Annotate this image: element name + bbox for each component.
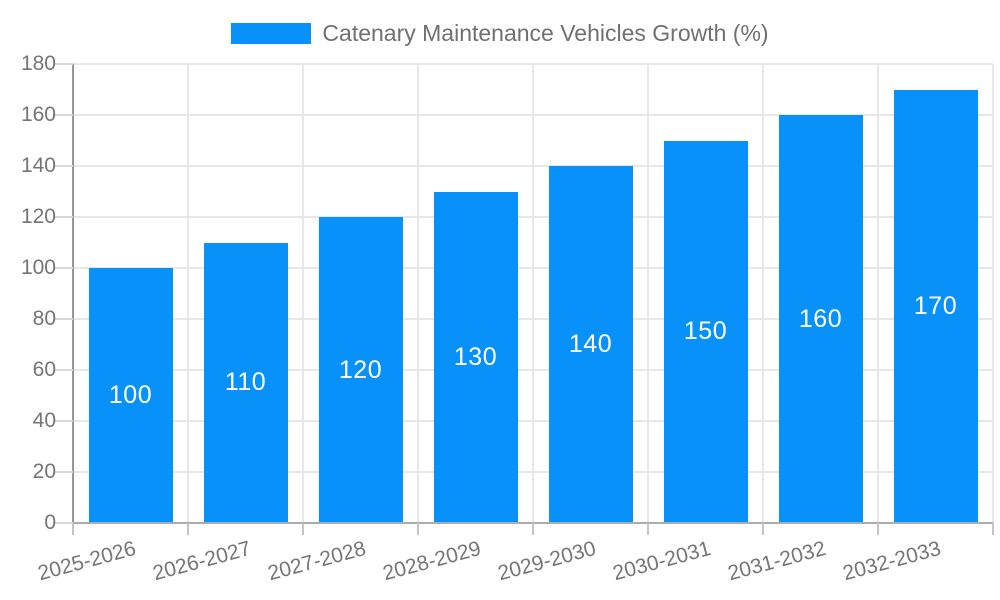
y-tick-mark [55, 369, 73, 371]
y-tick-mark [55, 522, 73, 524]
bar-2027-2028[interactable]: 120 [318, 217, 403, 523]
x-tick-mark [762, 523, 764, 535]
plot-area: 100 110 120 130 140 150 160 170 [73, 63, 994, 523]
x-tick-mark [992, 523, 994, 535]
gridline-vertical [187, 64, 189, 523]
x-tick-mark [532, 523, 534, 535]
gridline-vertical [762, 64, 764, 523]
x-tick-label: 2025-2026 [35, 537, 139, 586]
x-tick-mark [877, 523, 879, 535]
y-tick-mark [55, 165, 73, 167]
legend-label: Catenary Maintenance Vehicles Growth (%) [322, 19, 769, 46]
y-tick-label: 80 [32, 307, 56, 330]
x-tick-label: 2029-2030 [495, 537, 599, 586]
y-tick-label: 140 [20, 154, 56, 177]
bar-value-label: 120 [338, 355, 383, 384]
bar-2032-2033[interactable]: 170 [893, 89, 978, 523]
bar-2025-2026[interactable]: 100 [88, 268, 173, 523]
y-tick-label: 180 [20, 52, 56, 75]
y-axis-line [72, 64, 74, 534]
bar-value-label: 150 [683, 317, 728, 346]
gridline-vertical [417, 64, 419, 523]
y-tick-mark [55, 216, 73, 218]
bar-2029-2030[interactable]: 140 [548, 166, 633, 523]
y-tick-mark [55, 318, 73, 320]
x-tick-label: 2031-2032 [725, 537, 829, 586]
y-tick-label: 20 [32, 460, 56, 483]
gridline-vertical [992, 64, 994, 523]
bar-2026-2027[interactable]: 110 [203, 242, 288, 523]
y-tick-mark [55, 63, 73, 65]
y-tick-label: 0 [44, 511, 56, 534]
bar-2031-2032[interactable]: 160 [778, 115, 863, 523]
bar-value-label: 110 [224, 368, 267, 397]
gridline-vertical [877, 64, 879, 523]
y-tick-mark [55, 471, 73, 473]
bar-2028-2029[interactable]: 130 [433, 191, 518, 523]
bar-value-label: 140 [568, 330, 613, 358]
x-tick-mark [187, 523, 189, 535]
gridline-vertical [532, 64, 534, 523]
y-tick-label: 100 [20, 256, 56, 279]
y-tick-mark [55, 114, 73, 116]
y-tick-label: 40 [32, 409, 56, 432]
x-tick-mark [647, 523, 649, 535]
y-tick-label: 60 [32, 358, 56, 381]
legend[interactable]: Catenary Maintenance Vehicles Growth (%) [0, 19, 1000, 47]
bar-2030-2031[interactable]: 150 [663, 140, 748, 523]
x-tick-label: 2027-2028 [265, 537, 369, 586]
gridline-vertical [647, 64, 649, 523]
x-tick-label: 2028-2029 [380, 537, 484, 586]
y-tick-label: 120 [20, 205, 56, 228]
gridline-vertical [302, 64, 304, 523]
y-tick-label: 160 [20, 103, 56, 126]
x-tick-mark [72, 523, 74, 535]
x-tick-mark [417, 523, 419, 535]
x-tick-label: 2030-2031 [610, 537, 714, 586]
y-tick-mark [55, 267, 73, 269]
x-tick-label: 2026-2027 [150, 537, 254, 586]
x-tick-mark [302, 523, 304, 535]
bar-value-label: 100 [108, 381, 153, 409]
y-tick-mark [55, 420, 73, 422]
x-axis-line [55, 522, 993, 524]
x-tick-label: 2032-2033 [840, 537, 944, 586]
bar-value-label: 160 [798, 304, 843, 333]
bar-value-label: 130 [453, 342, 498, 371]
bar-value-label: 170 [913, 291, 958, 320]
legend-swatch-icon [231, 22, 312, 44]
